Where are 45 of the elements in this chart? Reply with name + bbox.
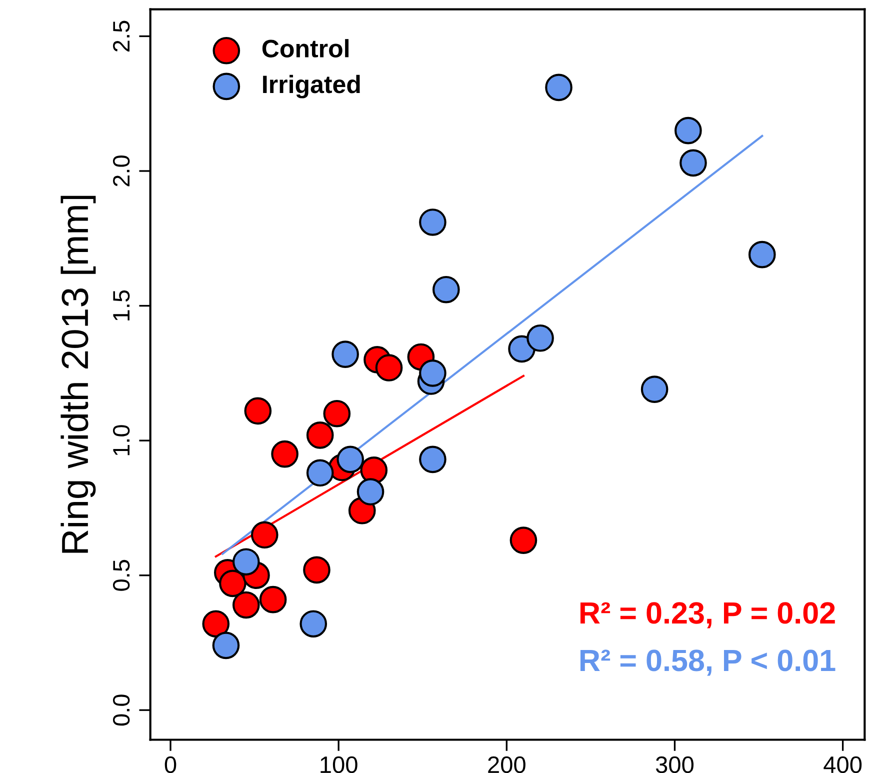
point xyxy=(336,446,364,474)
legend-label: Control xyxy=(262,39,349,58)
legend-label: Irrigated xyxy=(263,74,360,98)
point xyxy=(375,354,403,382)
point xyxy=(212,632,240,660)
point xyxy=(323,400,351,428)
point xyxy=(526,324,554,352)
x-tick-label: 100 xyxy=(320,756,358,773)
y-tick-label: 0.5 xyxy=(112,560,130,591)
y-axis-title: Ring width 2013 [mm] xyxy=(60,196,96,553)
annotation: R² = 0.58, P < 0.01 xyxy=(580,650,836,676)
point xyxy=(419,208,446,236)
y-tick-label: 1.0 xyxy=(112,425,130,456)
point xyxy=(356,478,384,506)
y-tick-label: 0.0 xyxy=(112,694,130,726)
point xyxy=(232,591,260,619)
annotation: R² = 0.23, P = 0.02 xyxy=(580,602,835,628)
x-tick-label: 0 xyxy=(164,756,176,773)
point xyxy=(300,610,328,638)
point xyxy=(748,240,776,268)
x-tick-label: 300 xyxy=(656,756,694,773)
point xyxy=(259,586,287,614)
point xyxy=(545,74,572,102)
y-tick-label: 2.5 xyxy=(112,20,130,52)
point xyxy=(303,556,330,584)
point xyxy=(232,548,260,576)
x-tick-label: 400 xyxy=(824,756,862,773)
point xyxy=(202,610,230,638)
point xyxy=(306,422,334,449)
point xyxy=(219,570,246,598)
point xyxy=(332,340,359,368)
point xyxy=(419,446,446,474)
point xyxy=(640,376,668,404)
point xyxy=(244,397,272,425)
point xyxy=(510,526,538,554)
point xyxy=(680,149,707,177)
point xyxy=(306,459,334,487)
point xyxy=(432,276,460,304)
point xyxy=(271,440,298,468)
y-tick-label: 2.0 xyxy=(112,156,130,186)
point xyxy=(419,360,446,387)
x-tick-label: 200 xyxy=(488,756,526,773)
point xyxy=(674,116,702,144)
y-tick-label: 1.5 xyxy=(113,290,130,320)
point xyxy=(250,521,278,549)
